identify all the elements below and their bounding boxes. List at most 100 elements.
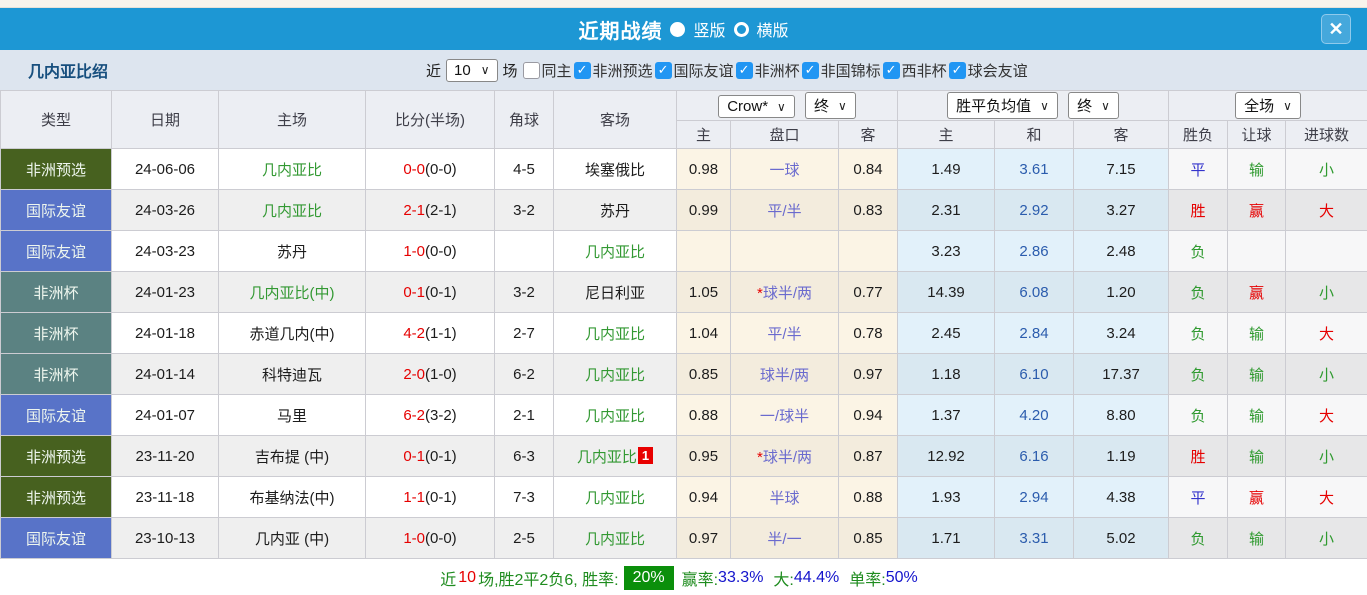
col-mean-away: 客 bbox=[1073, 120, 1170, 149]
away-team-name: 几内亚比 bbox=[584, 407, 645, 425]
result-group-header: 全场 bbox=[1168, 90, 1367, 121]
corner-cell: 6-3 bbox=[494, 435, 554, 477]
recent-count-select[interactable]: 10 bbox=[446, 58, 498, 82]
away-team-cell: 埃塞俄比 bbox=[553, 148, 677, 190]
top-strip bbox=[0, 0, 1367, 8]
close-button[interactable]: ✕ bbox=[1321, 14, 1351, 44]
header-select-row: 类型 日期 主场 比分(半场) 角球 客场 Crow* 终 胜平负均值 终 全场 bbox=[0, 90, 1367, 149]
score-cell: 0-1(0-1) bbox=[365, 435, 495, 477]
filter-checkbox[interactable]: ✓ bbox=[801, 61, 819, 79]
match-type-badge: 非洲杯 bbox=[0, 271, 112, 313]
handicap-cell: 球半/两 bbox=[730, 353, 839, 395]
recent-label: 近 bbox=[426, 62, 442, 80]
home-odds-cell: 0.98 bbox=[676, 148, 731, 190]
halftime-score: (2-1) bbox=[425, 201, 457, 219]
mean-draw-cell: 6.16 bbox=[994, 435, 1075, 477]
away-odds-cell: 0.87 bbox=[837, 435, 899, 477]
score-cell: 4-2(1-1) bbox=[365, 312, 495, 354]
bookmaker-select[interactable]: Crow* bbox=[718, 95, 795, 118]
mean-away-cell: 3.27 bbox=[1073, 189, 1170, 231]
window-title: 近期战绩 bbox=[578, 20, 663, 43]
goals-result-cell: 小 bbox=[1285, 271, 1367, 313]
match-type-badge: 国际友谊 bbox=[0, 230, 112, 272]
handicap-cell bbox=[730, 230, 839, 272]
horizontal-layout-radio[interactable] bbox=[733, 21, 749, 37]
filter-checkbox-label: 西非杯 bbox=[901, 62, 947, 80]
home-odds-cell: 0.85 bbox=[676, 353, 731, 395]
halftime-score: (0-0) bbox=[425, 529, 457, 547]
mean-draw-cell: 3.61 bbox=[994, 148, 1075, 190]
odds-stage-select[interactable]: 终 bbox=[805, 92, 856, 119]
mean-draw-cell: 4.20 bbox=[994, 394, 1075, 436]
away-team-name: 尼日利亚 bbox=[584, 284, 645, 302]
mean-home-cell: 1.37 bbox=[897, 394, 996, 436]
halftime-score: (1-0) bbox=[425, 365, 457, 383]
scope-select[interactable]: 全场 bbox=[1235, 92, 1301, 119]
mean-stage-select[interactable]: 终 bbox=[1068, 92, 1119, 119]
match-type-badge: 非洲杯 bbox=[0, 353, 112, 395]
away-team-name: 几内亚比 bbox=[584, 530, 645, 548]
away-team-cell: 几内亚比 bbox=[553, 394, 677, 436]
mean-away-cell: 7.15 bbox=[1073, 148, 1170, 190]
filter-checkbox[interactable]: ✓ bbox=[573, 61, 591, 79]
handicap-result-cell: 输 bbox=[1227, 435, 1287, 477]
match-date-cell: 24-01-14 bbox=[111, 353, 219, 395]
col-goals: 进球数 bbox=[1285, 120, 1367, 149]
away-team-name: 几内亚比 bbox=[584, 325, 645, 343]
mean-away-cell: 8.80 bbox=[1073, 394, 1170, 436]
goals-result-cell: 大 bbox=[1285, 189, 1367, 231]
corner-cell: 7-3 bbox=[494, 476, 554, 518]
filter-checkbox[interactable]: ✓ bbox=[948, 61, 966, 79]
vertical-layout-radio[interactable] bbox=[670, 21, 686, 37]
filter-checkbox[interactable]: ✓ bbox=[654, 61, 672, 79]
match-date-cell: 24-01-18 bbox=[111, 312, 219, 354]
filter-controls: 近 10 场 同主✓非洲预选✓国际友谊✓非洲杯✓非国锦标✓西非杯✓球会友谊 bbox=[426, 58, 1028, 82]
match-row: 非洲预选 24-06-06 几内亚比 0-0(0-0) 4-5 埃塞俄比 0.98 一球 0.8… bbox=[0, 148, 1367, 190]
handicap-cell: 平/半 bbox=[730, 189, 839, 231]
home-odds-cell bbox=[676, 230, 731, 272]
col-odds-away: 客 bbox=[837, 120, 899, 149]
stat-value: 50% bbox=[885, 568, 918, 586]
wdl-result-cell: 胜 bbox=[1168, 435, 1229, 477]
mean-type-select[interactable]: 胜平负均值 bbox=[947, 92, 1058, 119]
horizontal-layout-label[interactable]: 横版 bbox=[756, 23, 789, 40]
col-away: 客场 bbox=[553, 90, 677, 149]
fulltime-score: 1-1 bbox=[403, 488, 425, 506]
mean-draw-cell: 6.10 bbox=[994, 353, 1075, 395]
match-type-badge: 非洲杯 bbox=[0, 312, 112, 354]
away-team-cell: 几内亚比 bbox=[553, 230, 677, 272]
away-team-name: 几内亚比 bbox=[584, 243, 645, 261]
mean-home-cell: 12.92 bbox=[897, 435, 996, 477]
handicap-value: 半/一 bbox=[767, 530, 802, 548]
match-type-badge: 国际友谊 bbox=[0, 189, 112, 231]
odds-group-header: Crow* 终 bbox=[675, 90, 899, 121]
halftime-score: (0-1) bbox=[425, 447, 457, 465]
vertical-layout-label[interactable]: 竖版 bbox=[693, 23, 726, 40]
filter-checkbox[interactable]: ✓ bbox=[882, 61, 900, 79]
home-odds-cell: 1.04 bbox=[676, 312, 731, 354]
away-team-cell: 几内亚比 bbox=[553, 312, 677, 354]
away-team-name: 苏丹 bbox=[599, 202, 630, 220]
wdl-result-cell: 负 bbox=[1168, 517, 1229, 559]
stat-value: 33.3% bbox=[718, 568, 764, 586]
filter-checkbox[interactable] bbox=[522, 61, 540, 79]
wdl-result-cell: 平 bbox=[1168, 476, 1229, 518]
corner-cell: 2-5 bbox=[494, 517, 554, 559]
halftime-score: (0-0) bbox=[425, 242, 457, 260]
corner-cell bbox=[494, 230, 554, 272]
fulltime-score: 0-1 bbox=[403, 447, 425, 465]
score-cell: 1-1(0-1) bbox=[365, 476, 495, 518]
col-odds-home: 主 bbox=[676, 120, 731, 149]
wdl-result-cell: 胜 bbox=[1168, 189, 1229, 231]
filter-checkbox[interactable]: ✓ bbox=[735, 61, 753, 79]
match-date-cell: 24-01-23 bbox=[111, 271, 219, 313]
home-team-cell: 马里 bbox=[218, 394, 366, 436]
handicap-value: 一/球半 bbox=[759, 407, 810, 425]
fulltime-score: 1-0 bbox=[403, 529, 425, 547]
col-score: 比分(半场) bbox=[365, 90, 495, 149]
win-rate-badge: 20% bbox=[623, 565, 674, 590]
home-odds-cell: 0.88 bbox=[676, 394, 731, 436]
mean-away-cell: 5.02 bbox=[1073, 517, 1170, 559]
mean-draw-cell: 2.92 bbox=[994, 189, 1075, 231]
wdl-result-cell: 负 bbox=[1168, 394, 1229, 436]
